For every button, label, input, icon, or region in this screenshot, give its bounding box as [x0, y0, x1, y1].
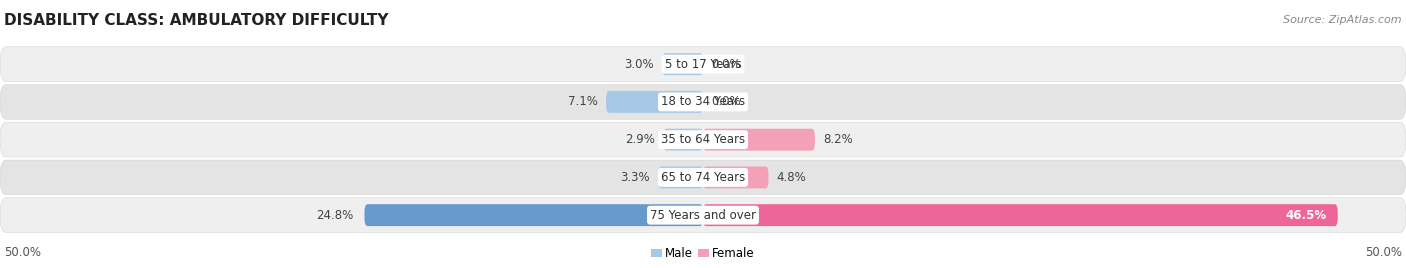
Text: 35 to 64 Years: 35 to 64 Years — [661, 133, 745, 146]
Text: 7.1%: 7.1% — [568, 95, 598, 109]
Text: DISABILITY CLASS: AMBULATORY DIFFICULTY: DISABILITY CLASS: AMBULATORY DIFFICULTY — [4, 13, 388, 28]
FancyBboxPatch shape — [0, 122, 1406, 157]
FancyBboxPatch shape — [0, 160, 1406, 195]
Text: 3.3%: 3.3% — [620, 171, 650, 184]
FancyBboxPatch shape — [0, 198, 1406, 233]
FancyBboxPatch shape — [658, 166, 703, 188]
FancyBboxPatch shape — [662, 53, 703, 75]
Legend: Male, Female: Male, Female — [647, 242, 759, 265]
FancyBboxPatch shape — [0, 84, 1406, 119]
FancyBboxPatch shape — [364, 204, 703, 226]
FancyBboxPatch shape — [703, 129, 815, 151]
Text: 24.8%: 24.8% — [316, 209, 353, 222]
Text: 18 to 34 Years: 18 to 34 Years — [661, 95, 745, 109]
Text: 65 to 74 Years: 65 to 74 Years — [661, 171, 745, 184]
FancyBboxPatch shape — [664, 129, 703, 151]
Text: 50.0%: 50.0% — [4, 246, 41, 259]
Text: 8.2%: 8.2% — [823, 133, 853, 146]
FancyBboxPatch shape — [606, 91, 703, 113]
FancyBboxPatch shape — [703, 204, 1337, 226]
Text: 46.5%: 46.5% — [1285, 209, 1327, 222]
Text: 3.0%: 3.0% — [624, 58, 654, 71]
Text: 2.9%: 2.9% — [626, 133, 655, 146]
FancyBboxPatch shape — [0, 47, 1406, 81]
Text: 75 Years and over: 75 Years and over — [650, 209, 756, 222]
Text: 4.8%: 4.8% — [776, 171, 807, 184]
Text: 0.0%: 0.0% — [711, 58, 741, 71]
Text: 5 to 17 Years: 5 to 17 Years — [665, 58, 741, 71]
Text: 50.0%: 50.0% — [1365, 246, 1402, 259]
FancyBboxPatch shape — [703, 166, 769, 188]
Text: Source: ZipAtlas.com: Source: ZipAtlas.com — [1284, 15, 1402, 25]
Text: 0.0%: 0.0% — [711, 95, 741, 109]
